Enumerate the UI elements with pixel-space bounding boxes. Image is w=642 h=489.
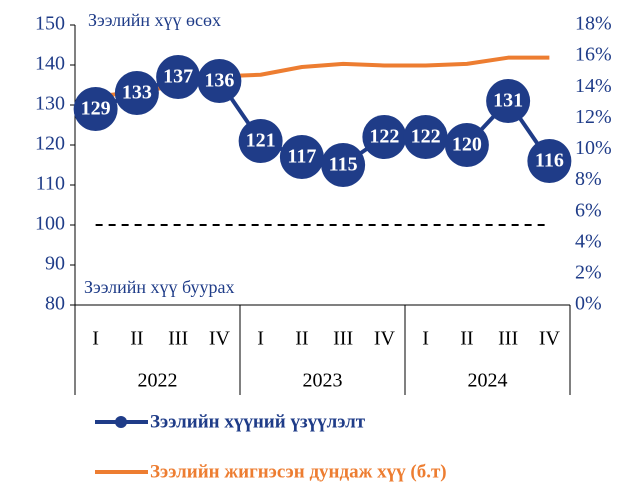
marker bbox=[321, 143, 366, 187]
y2-tick-label: 18% bbox=[575, 13, 612, 35]
x-tick-label: IV bbox=[209, 328, 231, 350]
data-label: 136 bbox=[204, 70, 234, 92]
group-label: 2022 bbox=[138, 370, 178, 392]
legend-marker bbox=[115, 416, 127, 428]
y-tick-label: 110 bbox=[36, 173, 65, 195]
group-label: 2023 bbox=[303, 370, 343, 392]
annotation-down: Зээлийн хүү буурах bbox=[84, 277, 235, 297]
marker bbox=[362, 115, 407, 159]
marker bbox=[279, 135, 324, 179]
data-label: 121 bbox=[246, 130, 276, 152]
y2-tick-label: 16% bbox=[575, 44, 612, 66]
marker bbox=[197, 59, 242, 103]
data-label: 122 bbox=[369, 126, 399, 148]
y2-tick-label: 0% bbox=[575, 293, 602, 315]
y2-tick-label: 4% bbox=[575, 230, 602, 252]
x-tick-label: I bbox=[257, 328, 264, 350]
y2-tick-label: 2% bbox=[575, 261, 602, 283]
marker bbox=[156, 55, 201, 99]
group-label: 2024 bbox=[468, 370, 508, 392]
y2-tick-label: 6% bbox=[575, 199, 602, 221]
data-label: 122 bbox=[411, 126, 441, 148]
marker bbox=[527, 139, 572, 183]
y-tick-label: 100 bbox=[35, 213, 65, 235]
x-tick-label: IV bbox=[539, 328, 561, 350]
legend-label: Зээлийн хүүний үзүүлэлт bbox=[150, 411, 366, 432]
y-tick-label: 80 bbox=[45, 293, 65, 315]
data-label: 129 bbox=[81, 98, 111, 120]
annotation-up: Зээлийн хүү өсөх bbox=[88, 10, 221, 30]
x-tick-label: III bbox=[333, 328, 353, 350]
y2-tick-label: 10% bbox=[575, 137, 612, 159]
y-tick-label: 120 bbox=[35, 133, 65, 155]
x-tick-label: III bbox=[168, 328, 188, 350]
x-tick-label: III bbox=[498, 328, 518, 350]
data-label: 131 bbox=[493, 90, 523, 112]
legend-label: Зээлийн жигнэсэн дундаж хүү (б.т) bbox=[150, 461, 447, 482]
data-label: 115 bbox=[329, 154, 358, 176]
x-tick-label: II bbox=[130, 328, 143, 350]
marker bbox=[486, 79, 531, 123]
marker bbox=[444, 123, 489, 167]
x-tick-label: I bbox=[422, 328, 429, 350]
data-label: 116 bbox=[535, 150, 564, 172]
y-tick-label: 90 bbox=[45, 253, 65, 275]
data-label: 120 bbox=[452, 134, 482, 156]
x-tick-label: I bbox=[92, 328, 99, 350]
x-tick-label: II bbox=[295, 328, 308, 350]
marker bbox=[73, 87, 118, 131]
x-tick-label: II bbox=[460, 328, 473, 350]
y-tick-label: 150 bbox=[35, 13, 65, 35]
data-label: 137 bbox=[163, 66, 193, 88]
x-tick-label: IV bbox=[374, 328, 396, 350]
y-tick-label: 130 bbox=[35, 93, 65, 115]
y-tick-label: 140 bbox=[35, 53, 65, 75]
marker bbox=[114, 71, 159, 115]
marker bbox=[403, 115, 448, 159]
data-label: 133 bbox=[122, 82, 152, 104]
y2-tick-label: 14% bbox=[575, 75, 612, 97]
data-label: 117 bbox=[287, 146, 316, 168]
y2-tick-label: 8% bbox=[575, 168, 602, 190]
y2-tick-label: 12% bbox=[575, 106, 612, 128]
marker bbox=[238, 119, 283, 163]
